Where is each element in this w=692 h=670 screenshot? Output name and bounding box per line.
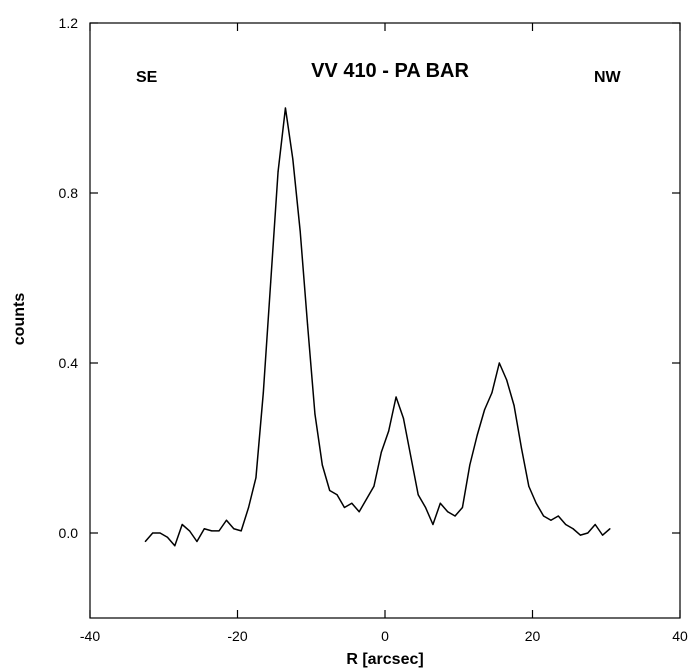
x-tick-label: 20 (525, 628, 541, 644)
data-point (166, 536, 169, 538)
data-point (447, 511, 449, 513)
data-point (329, 489, 331, 492)
y-tick-label: 0.8 (59, 185, 79, 201)
data-point (225, 519, 228, 521)
data-point (196, 540, 198, 543)
x-axis-title: R [arcsec] (346, 651, 423, 668)
data-point (277, 171, 279, 173)
data-point (373, 485, 375, 487)
data-point (270, 281, 272, 283)
data-point (572, 528, 574, 530)
data-point (432, 523, 434, 526)
x-tick-label: -20 (227, 628, 247, 644)
data-point (211, 530, 213, 532)
data-point (609, 528, 611, 530)
data-point (498, 362, 500, 364)
data-point (144, 540, 146, 543)
data-point (461, 506, 464, 509)
data-point (528, 485, 530, 487)
series-line (144, 107, 611, 547)
data-point (402, 417, 405, 419)
data-point (174, 545, 176, 547)
data-point (284, 107, 287, 109)
data-point (299, 230, 301, 232)
annotation-nw: NW (594, 69, 622, 86)
data-point (336, 494, 338, 496)
data-point (535, 502, 537, 504)
x-tick-label: 0 (381, 628, 389, 644)
data-point (550, 519, 552, 521)
chart-title: VV 410 - PA BAR (311, 60, 469, 82)
x-tick-label: 40 (672, 628, 688, 644)
data-point (306, 324, 309, 326)
data-point (321, 464, 323, 466)
data-point (424, 506, 427, 509)
y-tick-label: 0.0 (59, 525, 79, 541)
y-axis-title: counts (11, 293, 28, 346)
data-point (579, 534, 582, 536)
x-ticks: -40 -20 0 20 40 (80, 23, 688, 644)
data-point (469, 464, 471, 466)
data-point (255, 477, 257, 479)
data-point (542, 515, 545, 517)
data-point (203, 528, 205, 530)
y-ticks: 0.0 0.4 0.8 1.2 (59, 15, 680, 541)
data-point (388, 430, 390, 432)
data-point (262, 392, 264, 394)
data-point (594, 523, 596, 526)
data-point (395, 396, 397, 398)
x-tick-label: -40 (80, 628, 100, 644)
data-point (483, 409, 486, 411)
data-point (240, 530, 242, 532)
data-point (513, 404, 515, 407)
data-point (188, 530, 191, 532)
data-point (343, 506, 346, 509)
data-point (181, 523, 183, 526)
y-tick-label: 1.2 (59, 15, 79, 31)
data-point (218, 530, 220, 532)
data-point (233, 528, 235, 530)
annotation-se: SE (136, 69, 158, 86)
data-point (358, 511, 360, 513)
data-point (292, 158, 294, 160)
data-point (417, 494, 419, 496)
series-layer (144, 107, 611, 547)
data-point (410, 455, 412, 458)
data-point (380, 451, 382, 453)
data-point (491, 392, 493, 394)
data-point (557, 515, 559, 517)
y-tick-label: 0.4 (59, 355, 79, 371)
data-point (506, 379, 508, 381)
data-point (159, 532, 161, 534)
data-point (454, 515, 456, 517)
data-point (365, 498, 368, 500)
data-point (439, 502, 441, 504)
data-point (152, 532, 154, 534)
data-point (247, 506, 250, 509)
data-point (351, 502, 353, 504)
data-point (601, 534, 604, 536)
data-point (520, 447, 523, 449)
data-point (476, 434, 478, 436)
data-point (565, 523, 567, 526)
data-point (314, 413, 316, 415)
data-point (587, 532, 589, 534)
